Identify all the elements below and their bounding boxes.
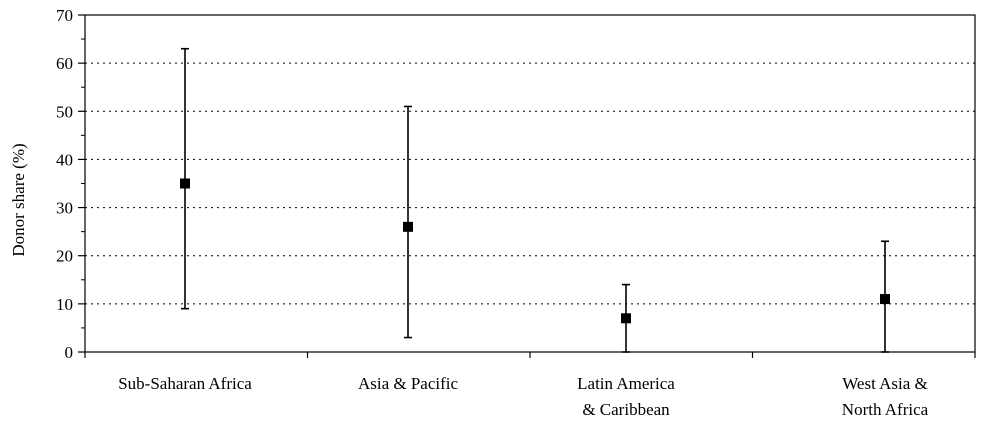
y-axis-label: Donor share (%) xyxy=(9,143,28,256)
y-tick-label-60: 60 xyxy=(56,54,73,73)
y-tick-label-70: 70 xyxy=(56,6,73,25)
y-tick-label-20: 20 xyxy=(56,247,73,266)
data-points xyxy=(180,178,890,324)
y-tick-labels: 0 10 20 30 40 50 60 70 xyxy=(56,6,73,362)
x-category-label-2: Latin America & Caribbean xyxy=(577,374,675,419)
data-point-2 xyxy=(621,313,631,324)
y-tick-label-50: 50 xyxy=(56,102,73,121)
error-bars xyxy=(181,47,889,353)
gridlines xyxy=(85,62,975,305)
y-tick-label-0: 0 xyxy=(65,343,74,362)
y-tick-label-40: 40 xyxy=(56,150,73,169)
data-point-3 xyxy=(880,294,890,305)
x-category-label-1: Asia & Pacific xyxy=(358,374,459,393)
plot-frame xyxy=(84,14,976,353)
y-tick-label-10: 10 xyxy=(56,295,73,314)
data-point-1 xyxy=(403,221,413,232)
y-tick-label-30: 30 xyxy=(56,199,73,218)
x-category-label-3: West Asia & North Africa xyxy=(842,374,929,419)
axes xyxy=(78,14,976,358)
x-category-labels: Sub-Saharan Africa Asia & Pacific Latin Am… xyxy=(118,374,928,419)
data-point-0 xyxy=(180,178,190,189)
x-category-label-0: Sub-Saharan Africa xyxy=(118,374,252,393)
